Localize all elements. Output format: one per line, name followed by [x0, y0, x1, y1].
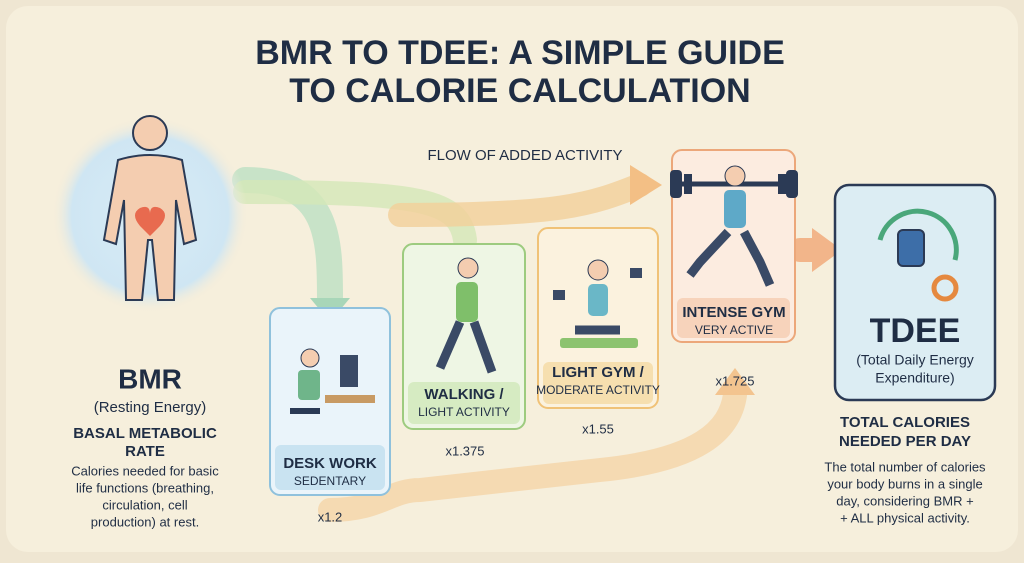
tdee-description: + ALL physical activity. — [840, 510, 970, 525]
arrow-head — [812, 228, 842, 272]
bmr-label: BMR — [118, 363, 182, 394]
level-subtitle: LIGHT ACTIVITY — [418, 405, 510, 419]
level-card — [671, 149, 796, 343]
bmr-heading: BASAL METABOLIC — [73, 425, 217, 442]
level-title: INTENSE GYM — [682, 304, 785, 321]
bmr-description: life functions (breathing, — [76, 480, 214, 495]
tdee-description: The total number of calories — [824, 459, 986, 474]
multiplier: x1.725 — [715, 373, 754, 388]
tdee-heading: TOTAL CALORIES — [840, 414, 970, 431]
level-subtitle: VERY ACTIVE — [695, 323, 773, 337]
tdee-full-name: (Total Daily Energy — [856, 352, 974, 368]
arrow-head — [630, 165, 662, 205]
bmr-description: circulation, cell — [102, 497, 187, 512]
bmr-description: production) at rest. — [91, 514, 199, 529]
tdee-card — [833, 183, 997, 402]
card-label-band — [275, 445, 385, 490]
intense-gym-icon — [670, 165, 798, 287]
card-label-band — [677, 298, 790, 338]
arrow — [318, 383, 747, 522]
multiplier: x1.2 — [318, 509, 343, 524]
tdee-full-name: Expenditure) — [875, 370, 954, 386]
tdee-description: your body burns in a single — [827, 476, 982, 491]
bmr-subtitle: (Resting Energy) — [94, 399, 207, 416]
level-title: LIGHT GYM / — [552, 364, 644, 381]
multiplier: x1.375 — [445, 443, 484, 458]
card-label-band — [408, 382, 520, 424]
tdee-heading: NEEDED PER DAY — [839, 433, 971, 450]
level-subtitle: MODERATE ACTIVITY — [536, 383, 660, 397]
arrow — [388, 173, 652, 227]
plug-icon — [877, 208, 959, 302]
card-label-band — [543, 362, 653, 404]
title-line: TO CALORIE CALCULATION — [289, 72, 751, 110]
level-title: WALKING / — [424, 386, 504, 403]
walking-icon — [435, 257, 497, 374]
light-gym-icon — [553, 259, 642, 348]
bmr-description: Calories needed for basic — [71, 463, 219, 478]
tdee-description: day, considering BMR + — [836, 493, 973, 508]
flow-label: FLOW OF ADDED ACTIVITY — [427, 147, 622, 164]
tdee-label: TDEE — [870, 312, 961, 350]
desk-icon — [290, 348, 375, 414]
level-subtitle: SEDENTARY — [294, 474, 366, 488]
level-title: DESK WORK — [283, 455, 377, 472]
heart-icon — [135, 206, 165, 236]
multiplier: x1.55 — [582, 421, 614, 436]
bmr-heading: RATE — [125, 443, 165, 460]
flow-arrows — [232, 167, 827, 522]
arrow-head — [715, 368, 755, 395]
title-line: BMR TO TDEE: A SIMPLE GUIDE — [255, 34, 785, 72]
